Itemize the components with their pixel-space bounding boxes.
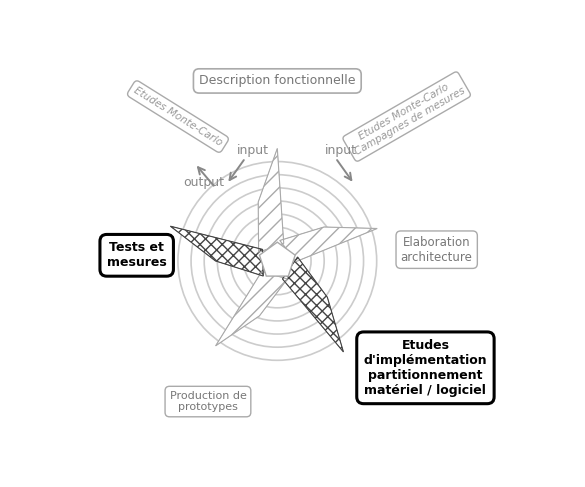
Text: Tests et
mesures: Tests et mesures [107, 242, 167, 269]
Text: Description fonctionnelle: Description fonctionnelle [199, 75, 356, 88]
Text: Etudes
d'implémentation
partitionnement
matériel / logiciel: Etudes d'implémentation partitionnement … [364, 339, 487, 397]
Text: Etudes Monte-Carlo: Etudes Monte-Carlo [132, 85, 224, 148]
Text: output: output [184, 176, 225, 189]
Polygon shape [258, 149, 284, 252]
Text: Etudes Monte-Carlo
Campagnes de mesures: Etudes Monte-Carlo Campagnes de mesures [347, 76, 466, 157]
Polygon shape [170, 226, 263, 276]
Polygon shape [280, 227, 377, 262]
Text: Production de
prototypes: Production de prototypes [170, 391, 246, 412]
Polygon shape [216, 271, 287, 346]
Polygon shape [283, 257, 343, 352]
Text: input: input [237, 144, 269, 157]
Text: input: input [325, 144, 357, 157]
Text: Elaboration
architecture: Elaboration architecture [401, 236, 473, 263]
Polygon shape [260, 242, 295, 276]
